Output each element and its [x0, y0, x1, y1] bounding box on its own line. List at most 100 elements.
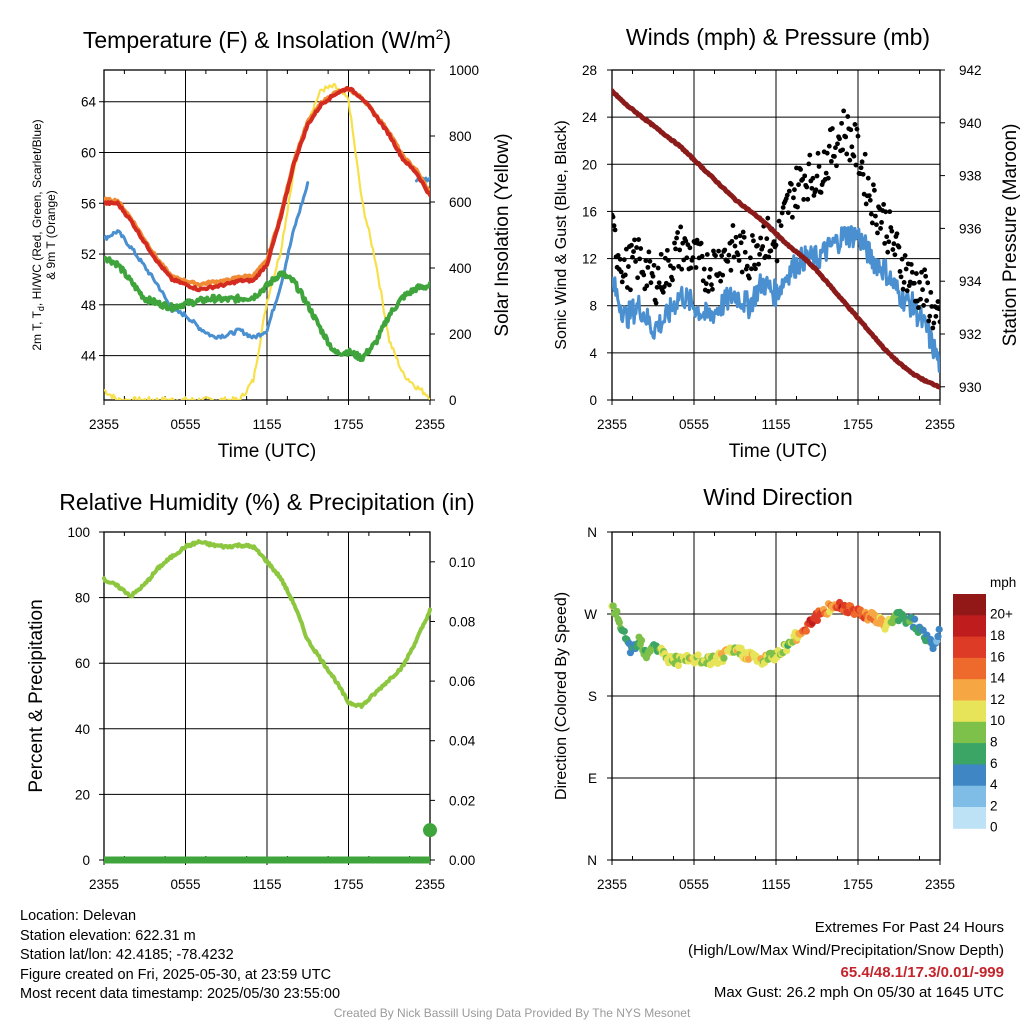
gust-point — [828, 158, 834, 164]
gust-point — [739, 269, 745, 275]
y2-tick-label: 0.10 — [449, 555, 475, 570]
y-tick-label: 0 — [82, 853, 90, 868]
gust-point — [796, 182, 801, 188]
direction-point — [934, 632, 942, 640]
gust-point — [884, 234, 890, 240]
gust-point — [902, 253, 908, 258]
y-tick-label: 0 — [589, 393, 597, 408]
gust-point — [637, 256, 643, 262]
y2-tick-label: 1000 — [449, 63, 479, 78]
gust-point — [750, 233, 755, 238]
x-tick-label: 0555 — [170, 877, 200, 892]
gust-point — [618, 269, 624, 275]
gust-point — [688, 265, 694, 271]
wind-series — [612, 88, 940, 390]
humidity-panel: 2355 0555 1155 1755 2355 0 20 40 60 80 100 0.00 0.02… — [26, 489, 476, 892]
gust-point — [621, 257, 627, 263]
gust-point — [860, 171, 866, 177]
gust-point — [705, 288, 711, 294]
gust-point — [626, 264, 631, 269]
colorbar-swatch — [953, 657, 986, 680]
gust-point — [670, 277, 675, 283]
colorbar-title: mph — [990, 575, 1016, 590]
gust-point — [881, 202, 887, 207]
temperature-panel: 2355 0555 1155 1755 2355 44 48 52 56 60 64 0 200 400 6… — [30, 26, 513, 462]
gust-point — [729, 238, 735, 244]
colorbar-label: 6 — [990, 756, 998, 771]
gust-point — [841, 108, 847, 114]
gust-point — [746, 275, 752, 281]
y2-axis-label: Solar Insolation (Yellow) — [492, 133, 513, 336]
y2-tick-label: 932 — [959, 327, 982, 342]
gust-point — [892, 252, 898, 258]
gust-point — [632, 237, 637, 243]
gust-point — [896, 244, 902, 250]
gust-point — [859, 159, 865, 165]
y-tick-label: 44 — [81, 349, 97, 364]
x-tick-label: 2355 — [925, 417, 955, 432]
x-tick-label: 1155 — [252, 877, 281, 892]
gust-point — [802, 173, 808, 179]
x-tick-label: 1755 — [843, 417, 873, 432]
gust-point — [615, 253, 621, 258]
gust-point — [926, 318, 932, 324]
x-tick-label: 1755 — [843, 877, 873, 892]
gust-point — [843, 134, 849, 140]
colorbar-swatch — [953, 594, 986, 616]
gust-point — [869, 220, 875, 226]
y2-tick-label: 800 — [449, 129, 472, 144]
gust-point — [698, 240, 704, 246]
gust-point — [921, 303, 926, 308]
direction-point — [637, 636, 646, 644]
gust-point — [917, 279, 922, 285]
gust-point — [672, 240, 677, 246]
gust-point — [792, 187, 797, 193]
gust-point — [738, 240, 744, 246]
sonic-wind-line — [612, 225, 940, 373]
gust-point — [704, 252, 710, 257]
y2-tick-label: 0.00 — [449, 853, 475, 868]
x-tick-label: 2355 — [597, 417, 627, 432]
x-tick-label: 0555 — [170, 417, 200, 432]
y2-tick-label: 200 — [449, 327, 472, 342]
gust-point — [733, 234, 739, 240]
gust-point — [872, 187, 877, 193]
y-tick-label: 100 — [67, 525, 90, 540]
y-axis-label: 2m T, Td, HI/WC (Red, Green, Scarlet/Blu… — [30, 119, 46, 350]
dewpoint-line — [104, 255, 430, 363]
gust-point — [766, 254, 772, 260]
gust-point — [935, 299, 940, 304]
gust-point — [883, 209, 889, 215]
gust-point — [904, 288, 910, 294]
gust-point — [706, 274, 712, 280]
colorbar-label: 0 — [990, 820, 998, 835]
temperature-series — [104, 83, 430, 400]
gust-point — [629, 242, 634, 248]
x-tick-label: 1755 — [333, 417, 363, 432]
gust-point — [612, 223, 617, 229]
colorbar-label: 18 — [990, 628, 1005, 643]
gust-point — [813, 187, 819, 193]
gust-point — [894, 231, 900, 237]
x-tick-label: 0555 — [679, 877, 709, 892]
gust-point — [807, 152, 813, 158]
gust-point — [678, 224, 684, 230]
gust-point — [922, 267, 928, 273]
x-tick-label: 0555 — [679, 417, 709, 432]
panel-title: Relative Humidity (%) & Precipitation (i… — [59, 489, 474, 515]
gust-point — [757, 251, 762, 257]
gust-point — [725, 259, 731, 264]
direction-point — [894, 617, 903, 625]
y-tick-label: 28 — [582, 63, 597, 78]
gust-point — [800, 176, 806, 182]
gust-point — [903, 266, 909, 272]
gust-point — [863, 201, 869, 207]
y-tick-label: S — [588, 689, 597, 704]
x-tick-label: 1155 — [761, 877, 790, 892]
gust-point — [923, 273, 929, 279]
y-tick-label: 60 — [81, 146, 96, 161]
gust-point — [874, 222, 879, 228]
colorbar-label: 4 — [990, 777, 998, 792]
gust-point — [658, 251, 664, 257]
